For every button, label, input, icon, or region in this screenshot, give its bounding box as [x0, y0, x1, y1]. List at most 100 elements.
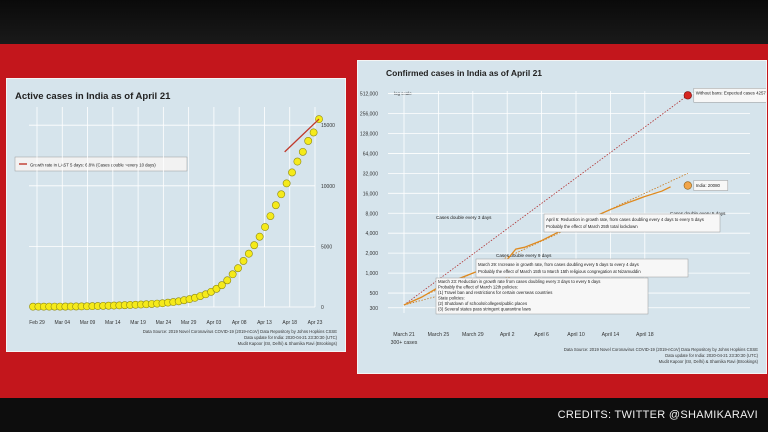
y-tick-label: 64,000 — [363, 151, 379, 157]
annotation-text: (2) Shutdown of schools/colleges/public … — [438, 301, 527, 306]
x-tick-label: Mar 14 — [105, 320, 121, 326]
y-tick-label: 512,000 — [360, 92, 378, 98]
annotation-text: Probably the effect of March 15th to Mar… — [478, 269, 641, 274]
y-tick-label: 128,000 — [360, 131, 378, 137]
source-line: Data update for India: 2020-04-21 23:30:… — [665, 353, 758, 358]
top-bar — [0, 0, 768, 44]
x-tick-label: Mar 09 — [80, 320, 96, 326]
y-tick-label: 16,000 — [363, 191, 379, 197]
source-line: Mudit Kapoor (ISI, Delhi) & Shamika Ravi… — [238, 341, 338, 346]
y-tick-label: 15000 — [321, 123, 335, 129]
y-axis-ticks: 512,000 256,000 128,000 64,000 32,000 16,000 8… — [360, 92, 378, 312]
y-tick-label: 0 — [321, 305, 324, 311]
y-tick-label: 2,000 — [365, 251, 378, 257]
india-point — [683, 181, 692, 190]
source-line: Data Source: 2019 Novel Coronavirus COVI… — [564, 347, 758, 352]
data-point — [298, 147, 307, 156]
y-tick-label: 32,000 — [363, 171, 379, 177]
data-point — [293, 157, 302, 166]
reference-line — [403, 94, 689, 306]
legend-box — [14, 156, 188, 172]
y-tick-label: 8,000 — [365, 211, 378, 217]
reference-label: Cases double every 3 days — [436, 215, 492, 220]
legend-text: Growth rate in LAST 5 days: 6.8% (Cases … — [30, 163, 156, 168]
annotation-text: March 23: Reduction in growth rate from … — [438, 279, 600, 284]
annotation-text: State policies: — [438, 296, 465, 301]
reference-label: Cases double every 5 days — [670, 211, 726, 216]
highlight-points: Without bans: Expected cases 425753 ~202… — [683, 88, 766, 191]
growth-fit-line — [284, 118, 320, 153]
data-point — [261, 223, 269, 231]
data-point — [244, 249, 253, 258]
data-point — [271, 201, 280, 210]
x-tick-label: Apr 18 — [282, 320, 297, 326]
without-bans-point — [683, 91, 692, 100]
data-points — [29, 115, 323, 311]
x-tick-label: Mar 04 — [54, 320, 70, 326]
data-point — [288, 168, 296, 177]
x-tick-label: Mar 29 — [181, 320, 197, 326]
data-point — [217, 281, 226, 290]
source-line: Data Source: 2019 Novel Coronavirus COVI… — [143, 329, 337, 334]
y-tick-label: 10000 — [321, 184, 335, 190]
y-tick-label: 4,000 — [365, 231, 378, 237]
source-line: Data update for India: 2020-04-21 23:30:… — [244, 335, 337, 340]
y-tick-label: 500 — [370, 291, 379, 297]
chart-title: Active cases in India as of April 21 — [15, 91, 171, 102]
source-note: Data Source: 2019 Novel Coronavirus COVI… — [564, 347, 759, 364]
x-tick-label: April 14 — [602, 332, 620, 338]
x-tick-label: Mar 24 — [156, 320, 172, 326]
x-tick-label: April 18 — [636, 332, 654, 338]
annotation-text: (1) Travel ban and restrictions for cert… — [438, 290, 552, 295]
source-note: Data Source: 2019 Novel Coronavirus COVI… — [143, 329, 338, 346]
data-point — [266, 212, 275, 220]
data-point — [282, 179, 291, 188]
x-tick-label: Apr 03 — [207, 320, 222, 326]
grid — [29, 107, 316, 308]
grid — [388, 91, 750, 313]
annotation-text: March 29: Increase in growth rate, from … — [478, 262, 639, 267]
source-line: Mudit Kapoor (ISI, Delhi) & Shamika Ravi… — [659, 359, 759, 364]
x-tick-label: April 2 — [500, 332, 515, 338]
x-tick-label: Apr 23 — [308, 320, 323, 326]
x-tick-label: March 29 — [462, 332, 484, 338]
confirmed-cases-chart: Confirmed cases in India as of April 21 … — [360, 68, 766, 364]
y-tick-label: 5000 — [321, 244, 332, 250]
data-point — [255, 232, 264, 241]
x-tick-label: April 10 — [567, 332, 585, 338]
data-point — [309, 128, 318, 137]
x-axis-ticks: March 21 300+ cases March 25 March 29 April … — [391, 332, 654, 346]
data-point — [228, 270, 237, 279]
annotations: April 6: Reduction in growth rate, from … — [435, 213, 721, 315]
y-tick-label: 1,000 — [365, 271, 378, 277]
annotation-text: Probably the effect of March 25th total … — [546, 224, 638, 229]
active-cases-chart: Active cases in India as of April 21 Gro… — [14, 91, 338, 346]
active-cases-chart-panel: Active cases in India as of April 21 Gro… — [6, 78, 346, 352]
data-point — [223, 276, 232, 285]
x-tick-label: Feb 29 — [29, 320, 45, 326]
data-point — [277, 190, 286, 199]
data-point — [234, 264, 242, 273]
without-bans-label: Without bans: Expected cases 425753 ~202… — [696, 90, 766, 95]
annotation-box — [475, 258, 689, 278]
data-point — [250, 241, 259, 250]
data-point — [304, 137, 313, 145]
reference-label: Cases double every 9 days — [496, 253, 552, 258]
chart-legend: Growth rate in LAST 5 days: 6.8% (Cases … — [14, 156, 188, 172]
annotation-box — [543, 213, 721, 233]
annotation-text: (3) Several states pass stringent quaran… — [438, 307, 531, 312]
annotation-text: April 6: Reduction in growth rate, from … — [546, 217, 704, 222]
x-axis-ticks: Feb 29 Mar 04 Mar 09 Mar 14 Mar 19 Mar 24 Mar … — [29, 320, 322, 326]
x-tick-label: April 6 — [534, 332, 549, 338]
annotation-text: Probably the effect of March 12th polici… — [438, 285, 518, 290]
y-axis-ticks: 0 5000 10000 15000 — [321, 123, 335, 311]
chart-title: Confirmed cases in India as of April 21 — [386, 68, 542, 78]
confirmed-cases-chart-panel: Confirmed cases in India as of April 21 … — [357, 60, 767, 374]
x-tick-label: Mar 19 — [130, 320, 146, 326]
x-tick-label: March 25 — [428, 332, 450, 338]
bottom-bar — [0, 398, 768, 432]
y-tick-label: 256,000 — [360, 112, 378, 118]
x-tick-label: Apr 13 — [257, 320, 272, 326]
data-point — [239, 257, 248, 265]
data-point — [212, 284, 221, 293]
